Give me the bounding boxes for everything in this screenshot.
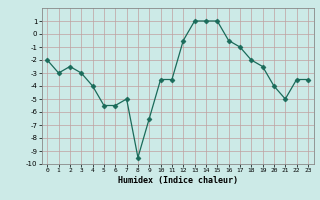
X-axis label: Humidex (Indice chaleur): Humidex (Indice chaleur) (118, 176, 237, 185)
